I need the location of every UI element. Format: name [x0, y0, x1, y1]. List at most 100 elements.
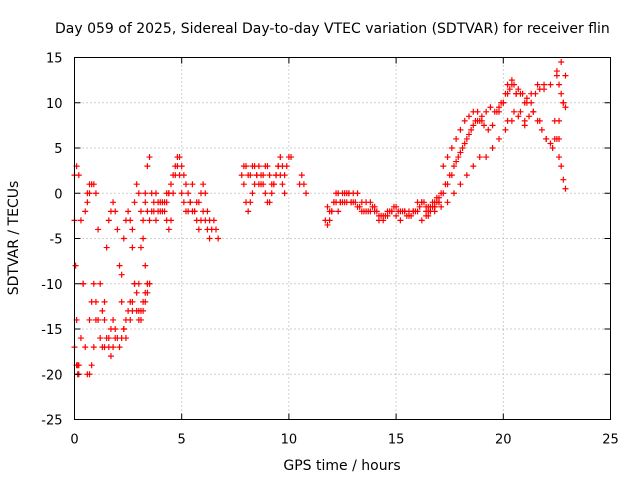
data-point — [440, 163, 447, 170]
data-point — [114, 226, 121, 233]
data-point — [120, 326, 127, 332]
data-point — [195, 199, 202, 206]
data-point — [88, 362, 95, 369]
data-point — [303, 190, 310, 197]
data-point — [515, 86, 522, 93]
y-tick-label: 15 — [46, 52, 63, 67]
data-point — [547, 140, 554, 147]
data-point — [521, 99, 528, 106]
data-point — [300, 181, 307, 188]
chart-title: Day 059 of 2025, Sidereal Day-to-day VTE… — [55, 21, 610, 37]
data-point — [528, 90, 535, 97]
data-point — [543, 135, 550, 142]
data-point — [444, 199, 451, 206]
data-point — [75, 172, 82, 179]
data-point — [129, 226, 136, 233]
y-tick-label: -15 — [41, 323, 62, 338]
data-point — [110, 344, 117, 351]
data-point — [135, 190, 142, 197]
data-point — [146, 154, 153, 161]
data-point — [324, 203, 331, 210]
data-point — [140, 217, 147, 224]
data-point — [453, 158, 460, 165]
data-point — [515, 113, 522, 120]
data-point — [95, 226, 102, 233]
data-point — [142, 262, 149, 269]
data-point — [163, 199, 170, 206]
data-point — [258, 181, 265, 188]
data-point — [112, 208, 119, 215]
data-point — [159, 208, 166, 215]
y-tick-label: -20 — [41, 368, 62, 383]
data-point — [465, 131, 472, 138]
data-point — [140, 235, 147, 242]
data-point — [489, 122, 496, 129]
data-point — [189, 181, 196, 188]
data-point — [95, 316, 102, 323]
data-point — [74, 362, 81, 369]
data-point — [144, 289, 151, 296]
data-point — [140, 307, 147, 314]
data-point — [380, 217, 387, 224]
data-point — [142, 298, 149, 305]
data-point — [127, 217, 134, 224]
data-point — [506, 86, 513, 93]
data-point — [155, 199, 162, 206]
y-axis-label: SDTVAR / TECUs — [6, 181, 22, 296]
data-point — [82, 208, 89, 215]
data-point — [418, 217, 425, 224]
data-point — [388, 208, 395, 215]
data-point — [538, 126, 545, 133]
data-point — [478, 117, 485, 124]
data-point — [110, 199, 117, 206]
data-point — [185, 208, 192, 215]
data-point — [481, 122, 488, 129]
data-point — [371, 208, 378, 215]
data-point — [277, 172, 284, 179]
data-point — [262, 190, 269, 197]
x-tick-label: 25 — [602, 433, 619, 448]
data-point — [560, 99, 567, 106]
data-point — [500, 99, 507, 106]
data-point — [549, 145, 556, 151]
data-point — [448, 172, 455, 179]
data-point — [92, 190, 99, 197]
data-point — [556, 81, 563, 88]
data-point — [167, 181, 174, 188]
data-point — [260, 172, 267, 179]
y-tick-label: -10 — [41, 278, 62, 293]
data-point — [450, 163, 457, 170]
data-point — [425, 212, 432, 219]
data-point — [238, 172, 245, 179]
data-point — [178, 190, 185, 197]
data-point — [103, 244, 110, 251]
data-point — [105, 217, 112, 224]
y-axis: -25 -20 -15 -10 -5 0 5 10 15 — [41, 52, 611, 429]
data-point — [277, 154, 284, 161]
data-point — [444, 181, 451, 188]
data-point — [416, 203, 423, 210]
data-point — [116, 262, 123, 269]
data-point — [418, 199, 425, 206]
data-point — [167, 217, 174, 224]
data-point — [435, 199, 442, 206]
data-point — [101, 298, 108, 305]
data-point — [118, 298, 125, 305]
data-point — [148, 208, 155, 215]
data-point — [84, 199, 91, 206]
data-point — [281, 190, 288, 197]
data-point — [356, 203, 363, 210]
data-point — [107, 353, 114, 360]
data-point — [97, 335, 104, 342]
data-point — [541, 86, 548, 93]
data-point — [339, 190, 346, 197]
data-point — [502, 126, 509, 133]
data-point — [165, 226, 172, 233]
data-point — [450, 190, 457, 197]
x-tick-label: 15 — [388, 433, 405, 448]
data-point — [253, 172, 260, 179]
data-point — [92, 298, 99, 305]
data-point — [288, 154, 295, 161]
data-point — [455, 154, 462, 161]
